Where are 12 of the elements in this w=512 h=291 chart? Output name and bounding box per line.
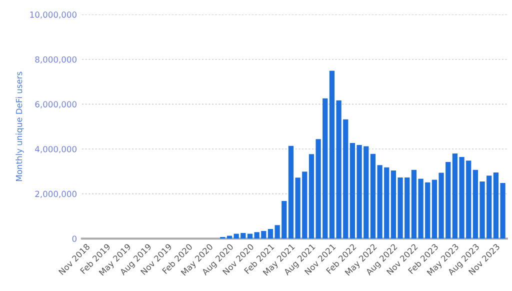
y-tick-label: 8,000,000 bbox=[35, 56, 77, 64]
bar bbox=[288, 146, 294, 239]
y-tick-label: 4,000,000 bbox=[35, 146, 77, 154]
y-tick-label: 0 bbox=[72, 236, 77, 242]
y-axis-title: Monthly unique DeFi users bbox=[16, 72, 24, 181]
bar bbox=[268, 228, 274, 239]
bar bbox=[247, 234, 253, 239]
y-tick-label: 10,000,000 bbox=[30, 12, 77, 19]
bar bbox=[226, 236, 232, 239]
bar bbox=[308, 154, 314, 239]
y-tick-label: 2,000,000 bbox=[35, 190, 77, 198]
y-tick-label: 6,000,000 bbox=[35, 101, 77, 108]
